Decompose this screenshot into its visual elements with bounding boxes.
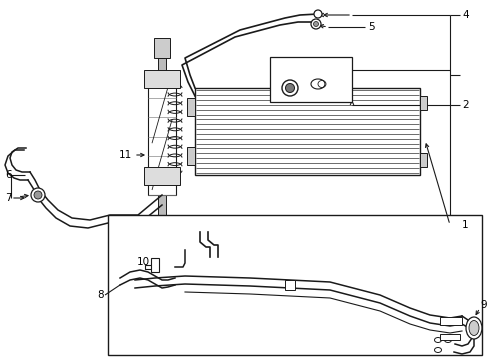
Bar	[439, 317, 461, 325]
Circle shape	[313, 22, 318, 27]
Bar	[154, 38, 170, 58]
Bar	[195, 88, 419, 175]
Text: 10: 10	[137, 257, 150, 267]
Ellipse shape	[434, 338, 441, 342]
Circle shape	[31, 188, 45, 202]
Bar	[151, 258, 159, 272]
Bar	[285, 280, 294, 290]
Text: 3: 3	[339, 81, 346, 91]
Text: 1: 1	[461, 220, 468, 230]
Circle shape	[282, 80, 297, 96]
Bar	[148, 78, 176, 195]
Ellipse shape	[444, 338, 450, 342]
Text: 8: 8	[97, 290, 104, 300]
Bar	[419, 96, 426, 110]
Ellipse shape	[434, 347, 441, 352]
Text: 5: 5	[367, 22, 374, 32]
Bar	[439, 334, 459, 340]
Text: 11: 11	[119, 150, 132, 160]
Circle shape	[285, 84, 294, 93]
Text: 7: 7	[5, 193, 12, 203]
Circle shape	[313, 10, 321, 18]
Text: 2: 2	[461, 100, 468, 110]
Ellipse shape	[465, 317, 481, 339]
Bar	[158, 58, 165, 215]
Circle shape	[310, 19, 320, 29]
Ellipse shape	[468, 320, 478, 336]
Text: 6: 6	[5, 170, 12, 180]
Bar	[108, 215, 481, 355]
Bar	[143, 167, 180, 185]
Bar	[143, 70, 180, 88]
Bar	[186, 98, 195, 116]
Bar	[186, 147, 195, 165]
Bar	[419, 153, 426, 167]
Text: 9: 9	[479, 300, 486, 310]
Text: 4: 4	[461, 10, 468, 20]
Circle shape	[34, 191, 42, 199]
Bar	[269, 57, 351, 102]
